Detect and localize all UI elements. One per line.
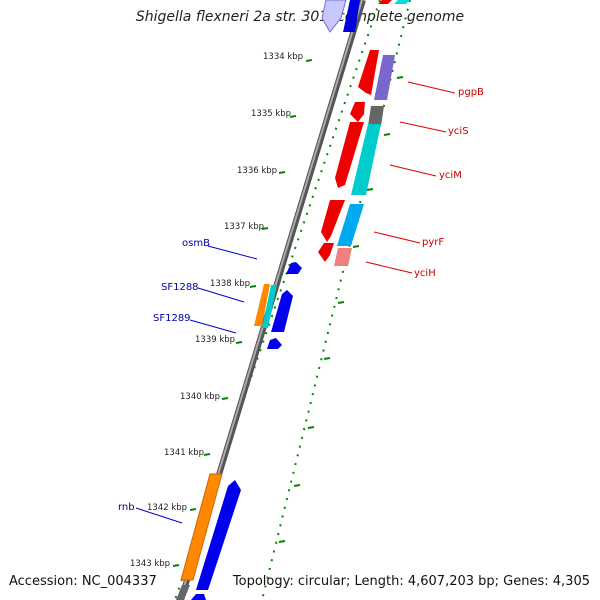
map-title: Shigella flexneri 2a str. 301, complete …: [135, 9, 465, 25]
tick-marks: [172, 59, 404, 567]
gene-red-long[interactable]: [335, 122, 364, 188]
gene-top-cyan[interactable]: [394, 0, 410, 4]
gene-bottom-gray[interactable]: [176, 585, 190, 600]
gene-top-red[interactable]: [378, 0, 392, 4]
gene-label-SF1288[interactable]: SF1288: [161, 282, 199, 293]
tick-label: 1337 kbp: [224, 222, 264, 232]
tick-label: 1339 kbp: [195, 335, 235, 345]
gene-rnb[interactable]: [180, 473, 223, 581]
gene-label-pyrF[interactable]: pyrF: [422, 237, 444, 248]
tick-label: 1343 kbp: [130, 559, 170, 569]
tick-label: 1338 kbp: [210, 279, 250, 289]
gene-pgpB-a[interactable]: [358, 50, 379, 95]
gene-blue-mid[interactable]: [271, 290, 293, 332]
tick-label: 1341 kbp: [164, 448, 204, 458]
gene-label-osmB[interactable]: osmB: [182, 238, 210, 249]
gene-label-yciH[interactable]: yciH: [414, 268, 436, 279]
gene-osmB[interactable]: [286, 262, 302, 274]
gene-label-pgpB[interactable]: pgpB: [458, 87, 484, 98]
gene-pyrF-red[interactable]: [321, 200, 345, 242]
gene-small-red-2[interactable]: [318, 243, 334, 262]
tick-label: 1335 kbp: [251, 109, 291, 119]
gene-rnb-blue[interactable]: [196, 480, 241, 590]
gene-label-SF1289[interactable]: SF1289: [153, 313, 191, 324]
tick-label: 1336 kbp: [237, 166, 277, 176]
gene-SF1288-orange[interactable]: [254, 284, 270, 326]
tick-label: 1342 kbp: [147, 503, 187, 513]
right-leaders: [365, 81, 456, 274]
tick-label: 1340 kbp: [180, 392, 220, 402]
gene-pyrF[interactable]: [337, 204, 364, 246]
accession-text: Accession: NC_004337: [9, 574, 157, 589]
gene-top-pale[interactable]: [321, 0, 347, 33]
left-leaders: [135, 245, 258, 524]
gene-small-red[interactable]: [350, 102, 365, 122]
gene-label-rnb[interactable]: rnb: [118, 502, 135, 513]
gene-pgpB[interactable]: [374, 55, 395, 100]
gene-bottom-blue[interactable]: [191, 594, 206, 600]
topology-text: Topology: circular; Length: 4,607,203 bp…: [232, 574, 590, 589]
gene-yciM[interactable]: [351, 124, 381, 195]
gene-label-yciM[interactable]: yciM: [439, 170, 462, 181]
tick-label: 1334 kbp: [263, 52, 303, 62]
outer-dotted-track: [261, 0, 411, 600]
gene-SF1288[interactable]: [262, 285, 277, 328]
gene-top-blue[interactable]: [343, 0, 360, 32]
gene-yciH[interactable]: [334, 248, 352, 266]
gene-SF1289[interactable]: [267, 338, 282, 349]
gene-label-yciS[interactable]: yciS: [448, 126, 469, 137]
gene-yciS[interactable]: [368, 106, 384, 126]
